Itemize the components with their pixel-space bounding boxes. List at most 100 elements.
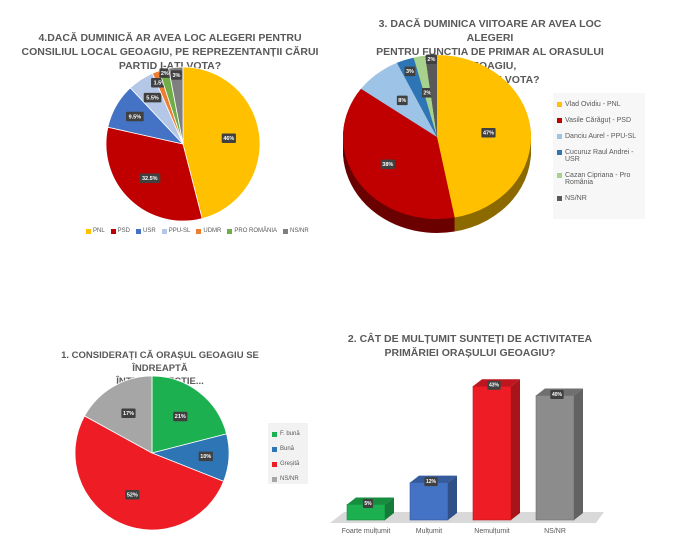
svg-text:3%: 3% <box>406 69 414 75</box>
pie-slice-q1-2 <box>74 415 225 531</box>
legend-item: Greșită <box>272 461 304 467</box>
bar-2 <box>472 379 520 521</box>
legend-swatch <box>557 196 562 201</box>
pie-slice-q1-3 <box>83 375 153 454</box>
svg-text:21%: 21% <box>175 414 186 420</box>
chart-q4-title: 4.DACĂ DUMINICĂ AR AVEA LOC ALEGERI PENT… <box>20 31 320 73</box>
data-label-q1-2: 52% <box>125 490 140 500</box>
x-tick-label: Mulțumit <box>415 528 443 535</box>
legend-swatch <box>86 228 91 234</box>
pie-slice-q3-1 <box>342 88 455 220</box>
data-label-q3-1: 38% <box>380 159 395 169</box>
legend-item: Cazan Cipriana - Pro România <box>557 172 641 186</box>
legend-label: NS/NR <box>565 195 587 202</box>
legend-swatch <box>227 228 233 234</box>
legend-swatch <box>110 228 116 234</box>
legend-label: Cazan Cipriana - Pro România <box>565 172 631 186</box>
pie-slice-q3-3 <box>396 57 437 137</box>
svg-text:2%: 2% <box>423 90 431 96</box>
pie-slice-q1-0 <box>151 375 228 454</box>
svg-text:46%: 46% <box>223 136 234 142</box>
legend-item: Vlad Ovidiu - PNL <box>557 101 641 108</box>
legend-swatch <box>557 150 562 155</box>
legend-label: PSD <box>117 228 131 234</box>
pie-slice-q4-0 <box>182 66 261 220</box>
svg-text:43%: 43% <box>489 383 500 389</box>
legend-item: NS/NR <box>557 195 641 202</box>
legend-label: PPU-SL <box>168 228 191 234</box>
legend-swatch <box>283 228 289 234</box>
legend-swatch <box>272 447 277 452</box>
data-label-q4-0: 46% <box>221 133 236 143</box>
pie-slice-q3-5 <box>425 55 437 137</box>
legend-label: NS/NR <box>290 228 309 234</box>
data-label-q3-4: 2% <box>421 87 433 98</box>
svg-text:17%: 17% <box>123 411 134 417</box>
bar-value-label-0: 5% <box>362 498 374 508</box>
legend-swatch <box>196 228 202 234</box>
data-label-q3-3: 3% <box>404 66 416 77</box>
svg-text:40%: 40% <box>552 392 563 398</box>
legend-label: Cucuruz Raul Andrei - USR <box>565 149 634 163</box>
data-label-q4-3: 5.5% <box>143 92 162 103</box>
title-line: 1. CONSIDERAȚI CĂ ORAȘUL GEOAGIU SE ÎNDR… <box>61 350 259 374</box>
svg-text:47%: 47% <box>483 131 494 137</box>
svg-text:12%: 12% <box>426 479 437 485</box>
chart-q4-legend: PNL PSD USR PPU-SL UDMR PRO ROMÂNIA NS/NR <box>86 228 309 234</box>
bar-3 <box>535 388 583 521</box>
svg-text:3%: 3% <box>173 73 181 79</box>
data-label-q4-5: 2% <box>159 68 171 78</box>
chart-q2-title: 2. CÂT DE MULȚUMIT SUNTEȚI DE ACTIVITATE… <box>345 332 595 360</box>
svg-text:5.5%: 5.5% <box>146 95 159 101</box>
legend-item: Bună <box>272 446 304 452</box>
title-line: 4.DACĂ DUMINICĂ AR AVEA LOC ALEGERI PENT… <box>38 32 302 44</box>
pie-slice-q4-6 <box>168 66 184 145</box>
legend-label: PRO ROMÂNIA <box>234 228 278 234</box>
legend-swatch <box>161 228 167 234</box>
svg-text:8%: 8% <box>398 98 406 104</box>
bar-value-label-2: 43% <box>487 380 501 390</box>
legend-label: USR <box>143 228 156 234</box>
legend-swatch <box>557 134 562 139</box>
svg-text:2%: 2% <box>427 57 435 63</box>
legend-swatch <box>272 462 277 467</box>
legend-item: PRO ROMÂNIA <box>227 228 277 234</box>
chart-q2-floor <box>330 512 604 523</box>
data-label-q3-5: 2% <box>425 54 437 65</box>
chart-q1-legend: F. bună Bună Greșită NS/NR <box>268 423 308 484</box>
legend-swatch <box>272 432 277 437</box>
svg-text:9.5%: 9.5% <box>129 114 142 120</box>
legend-label: PNL <box>93 228 105 234</box>
data-label-q3-2: 8% <box>396 95 408 106</box>
legend-label: F. bună <box>280 431 300 437</box>
data-label-q1-3: 17% <box>121 408 136 418</box>
legend-label: UDMR <box>203 228 222 234</box>
legend-label: Danciu Aurel - PPU-SL <box>565 133 637 140</box>
svg-text:5%: 5% <box>364 501 372 507</box>
svg-text:38%: 38% <box>382 162 393 168</box>
x-tick-label: NS/NR <box>544 528 566 535</box>
title-line: 2. CÂT DE MULȚUMIT SUNTEȚI DE ACTIVITATE… <box>347 333 593 345</box>
svg-text:1.5%: 1.5% <box>154 81 167 87</box>
title-line: CONSILIUL LOCAL GEOAGIU, PE REPREZENTANȚ… <box>21 46 319 58</box>
title-line: 3. DACĂ DUMINICA VIITOARE AR AVEA LOC AL… <box>378 18 602 44</box>
svg-text:2%: 2% <box>161 71 169 77</box>
data-label-q4-2: 9.5% <box>126 111 144 122</box>
legend-label: Greșită <box>280 461 300 467</box>
legend-item: UDMR <box>196 228 221 234</box>
svg-text:52%: 52% <box>127 493 138 499</box>
data-label-q4-6: 3% <box>171 70 182 80</box>
legend-label: Bună <box>280 446 295 452</box>
legend-item: NS/NR <box>283 228 309 234</box>
data-label-q1-0: 21% <box>173 411 188 422</box>
data-label-q4-1: 32.5% <box>139 173 161 184</box>
legend-item: PSD <box>110 228 131 234</box>
legend-swatch <box>557 102 562 107</box>
legend-item: F. bună <box>272 431 304 437</box>
legend-label: Vasile Cărăguț - PSD <box>565 117 632 124</box>
legend-item: USR <box>136 228 156 234</box>
legend-item: Vasile Cărăguț - PSD <box>557 117 641 124</box>
legend-item: NS/NR <box>272 476 304 482</box>
svg-text:32.5%: 32.5% <box>142 176 158 182</box>
